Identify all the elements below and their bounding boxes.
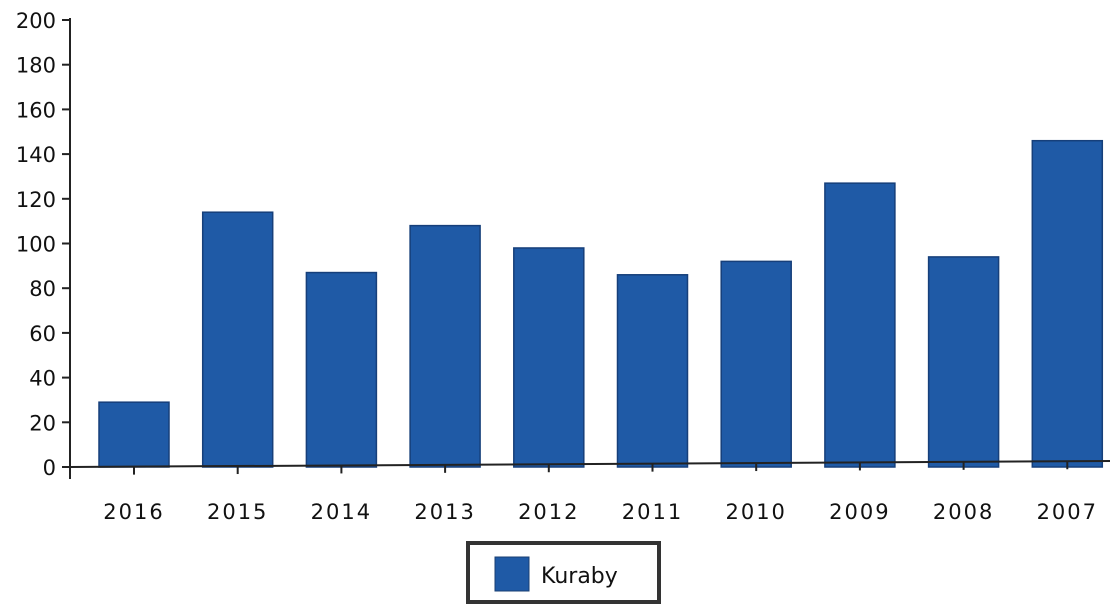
bar-2013 xyxy=(409,224,481,468)
legend: Kuraby xyxy=(466,541,661,604)
bar-2009 xyxy=(824,182,896,468)
x-tick-label-2009: 2009 xyxy=(829,500,890,524)
y-tick-label-0: 0 xyxy=(43,456,56,480)
ticks-layer: 0 20 40 60 80 100 120 140 160 180 200 2016 2015 2014 2… xyxy=(16,9,1098,524)
y-tick-label-180: 180 xyxy=(16,54,56,78)
y-tick-label-120: 120 xyxy=(16,188,56,212)
x-axis-line xyxy=(69,460,1110,468)
x-tick-label-2015: 2015 xyxy=(207,500,268,524)
y-tick-label-200: 200 xyxy=(16,9,56,33)
bar-2014 xyxy=(305,271,378,468)
y-tick-label-40: 40 xyxy=(29,367,56,391)
y-tick-label-140: 140 xyxy=(16,143,56,167)
bar-2008 xyxy=(927,256,1000,468)
x-tick-label-2010: 2010 xyxy=(725,500,786,524)
axes-layer xyxy=(69,18,1110,479)
y-tick-label-80: 80 xyxy=(29,277,56,301)
bar-2012 xyxy=(513,247,585,468)
bar-2007 xyxy=(1031,139,1104,468)
x-tick-label-2007: 2007 xyxy=(1037,500,1098,524)
x-tick-label-2016: 2016 xyxy=(103,500,164,524)
bar-2011 xyxy=(616,274,689,468)
bar-2015 xyxy=(201,211,274,468)
bars-layer xyxy=(98,139,1104,468)
y-tick-label-20: 20 xyxy=(29,411,56,435)
x-tick-label-2011: 2011 xyxy=(622,500,683,524)
x-tick-label-2012: 2012 xyxy=(518,500,579,524)
y-tick-label-160: 160 xyxy=(16,98,56,122)
x-tick-label-2008: 2008 xyxy=(933,500,994,524)
x-tick-label-2013: 2013 xyxy=(414,500,475,524)
legend-label: Kuraby xyxy=(541,564,618,589)
legend-box xyxy=(466,541,661,604)
legend-swatch xyxy=(494,556,530,592)
x-tick-label-2014: 2014 xyxy=(311,500,372,524)
bar-2016 xyxy=(98,401,170,468)
bar-2010 xyxy=(720,260,792,468)
y-tick-label-100: 100 xyxy=(16,233,56,257)
y-tick-label-60: 60 xyxy=(29,322,56,346)
